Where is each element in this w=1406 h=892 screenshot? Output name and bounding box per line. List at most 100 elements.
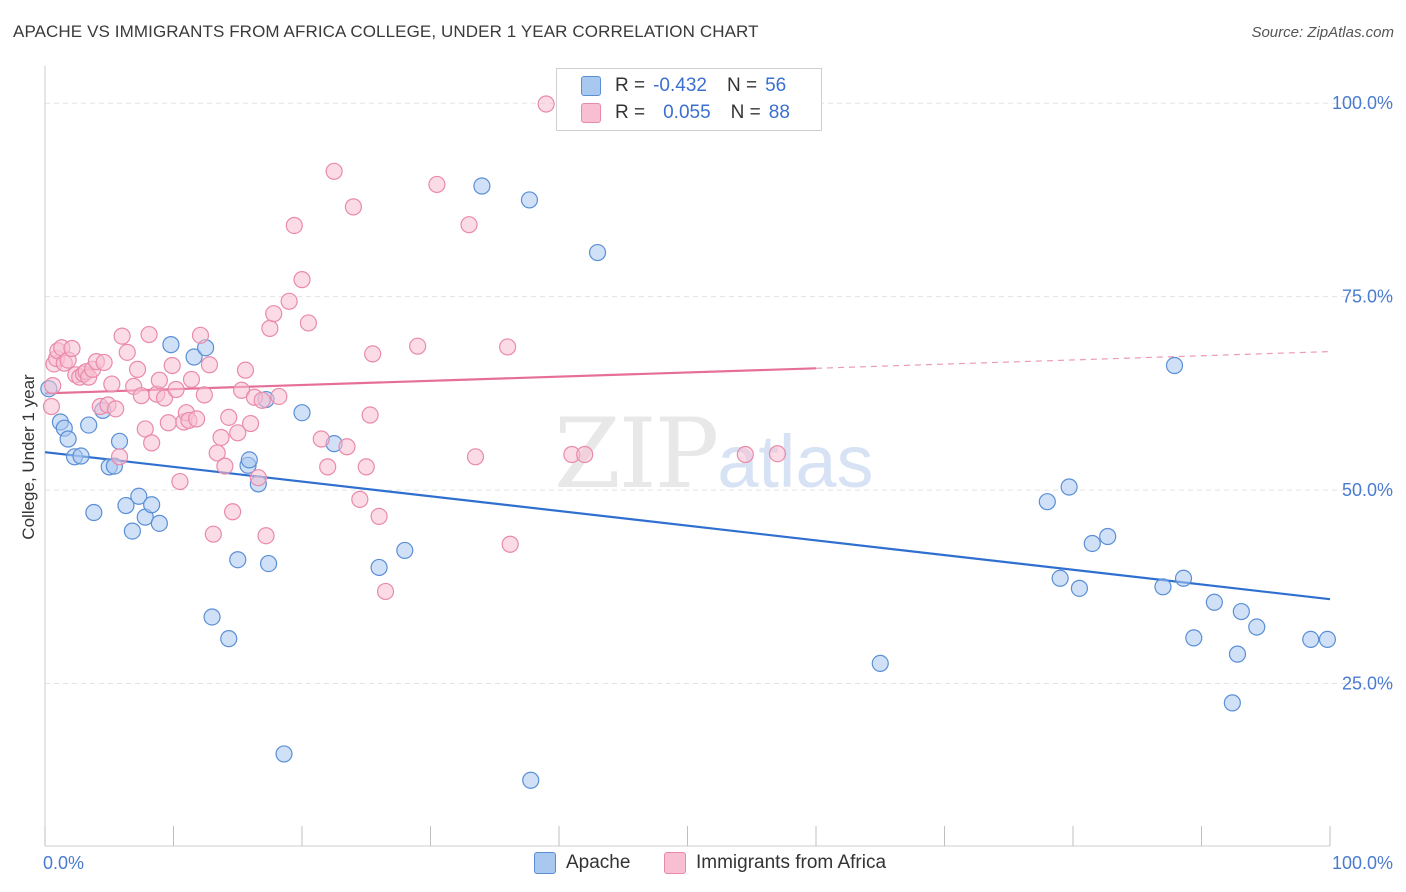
africa-swatch: [581, 103, 601, 123]
apache-point-29: [275, 745, 293, 763]
apache-point-35: [522, 771, 540, 789]
apache-point-33: [396, 541, 414, 560]
africa-point-67: [319, 458, 337, 476]
africa-point-70: [344, 198, 362, 216]
africa-point-63: [285, 216, 303, 235]
legend-item-africa[interactable]: Immigrants from Africa: [664, 852, 886, 874]
africa-point-86: [736, 445, 754, 464]
x-tick-label-0: 0.0%: [43, 853, 84, 873]
africa-point-31: [150, 371, 168, 389]
apache-point-36: [520, 191, 539, 209]
apache-point-11: [110, 432, 129, 450]
africa-point-54: [242, 414, 260, 433]
apache-r-value: -0.432: [653, 75, 707, 96]
y-tick-label-50: 50.0%: [1342, 480, 1393, 500]
legend-item-apache[interactable]: Apache: [534, 852, 630, 874]
apache-point-7: [85, 503, 103, 522]
apache-point-6: [80, 416, 98, 434]
apache-point-5: [72, 447, 90, 465]
africa-point-72: [357, 458, 375, 476]
africa-point-1: [44, 377, 62, 395]
africa-r-value: 0.055: [663, 102, 711, 123]
africa-point-62: [280, 292, 298, 310]
apache-point-13: [123, 522, 141, 540]
apache-point-49: [1205, 593, 1223, 611]
africa-point-51: [229, 424, 247, 442]
africa-point-36: [171, 472, 189, 491]
stats-row-apache: R = -0.432 N = 56: [581, 73, 786, 99]
apache-point-47: [1174, 569, 1193, 587]
apache-point-22: [220, 630, 238, 648]
apache-point-37: [588, 243, 607, 262]
apache-point-43: [1083, 534, 1101, 553]
stats-legend: R = -0.432 N = 56 R = 0.055 N = 88: [556, 68, 822, 131]
africa-point-27: [136, 420, 154, 438]
africa-point-58: [257, 527, 275, 545]
africa-point-74: [364, 345, 382, 363]
africa-point-80: [466, 448, 485, 466]
apache-point-28: [259, 554, 278, 573]
africa-point-19: [103, 375, 121, 393]
africa-point-40: [182, 370, 201, 389]
points-africa: [42, 95, 787, 601]
africa-point-25: [128, 360, 147, 378]
africa-point-49: [220, 408, 238, 426]
stats-row-africa: R = 0.055 N = 88: [581, 100, 790, 126]
apache-point-25: [240, 451, 258, 469]
africa-point-8: [63, 339, 81, 358]
africa-point-83: [537, 95, 555, 113]
africa-point-43: [195, 386, 213, 404]
apache-point-30: [293, 404, 311, 422]
africa-point-44: [200, 356, 219, 374]
africa-point-53: [236, 361, 255, 379]
africa-r-label: R =: [615, 102, 646, 123]
africa-point-73: [361, 406, 379, 424]
africa-point-75: [370, 507, 388, 525]
africa-point-78: [428, 175, 446, 194]
apache-point-52: [1232, 602, 1250, 621]
africa-point-85: [576, 445, 594, 464]
apache-point-39: [1038, 493, 1056, 511]
africa-point-76: [376, 582, 395, 601]
apache-point-12: [117, 496, 135, 515]
africa-n-label: N =: [730, 102, 761, 123]
apache-trend-line: [44, 451, 1331, 601]
y-tick-label-25: 25.0%: [1342, 674, 1393, 694]
apache-point-3: [59, 430, 77, 448]
africa-n-value: 88: [768, 102, 790, 123]
africa-point-47: [212, 428, 230, 447]
axes: [44, 66, 1331, 847]
africa-point-34: [163, 356, 181, 375]
apache-swatch: [581, 76, 601, 96]
africa-point-66: [312, 430, 330, 448]
africa-point-60: [265, 305, 283, 323]
legend-label-africa: Immigrants from Africa: [696, 852, 887, 873]
africa-point-56: [249, 469, 267, 487]
africa-point-17: [95, 353, 113, 372]
chart-title: APACHE VS IMMIGRANTS FROM AFRICA COLLEGE…: [13, 22, 759, 41]
africa-point-64: [293, 271, 311, 289]
data-points: [40, 95, 1337, 789]
africa-point-69: [338, 438, 356, 456]
source-label: Source: ZipAtlas.com: [1251, 24, 1394, 41]
apache-point-14: [130, 487, 148, 505]
apache-legend-swatch: [534, 852, 556, 874]
x-tick-label-100: 100.0%: [1332, 853, 1393, 873]
africa-point-41: [188, 410, 206, 428]
africa-point-21: [110, 448, 129, 466]
africa-point-32: [155, 389, 174, 407]
tick-labels: 25.0% 50.0% 75.0% 100.0% 0.0% 100.0%: [43, 93, 1393, 873]
africa-point-33: [159, 414, 177, 432]
apache-n-value: 56: [765, 75, 787, 96]
africa-point-71: [351, 490, 369, 508]
africa-point-61: [270, 387, 288, 406]
apache-point-44: [1099, 527, 1117, 546]
africa-point-68: [325, 162, 343, 180]
africa-point-42: [191, 326, 210, 344]
apache-point-46: [1165, 356, 1184, 375]
apache-point-50: [1223, 694, 1241, 712]
apache-point-23: [229, 551, 247, 569]
apache-point-45: [1154, 578, 1172, 596]
africa-point-35: [167, 380, 185, 399]
